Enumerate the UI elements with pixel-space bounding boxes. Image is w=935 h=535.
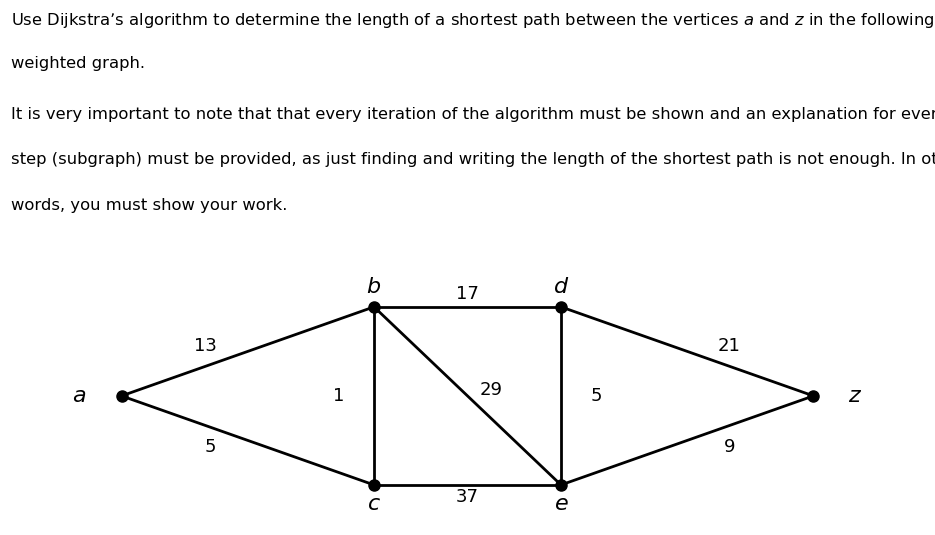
Text: $e$: $e$ xyxy=(554,493,568,515)
Text: weighted graph.: weighted graph. xyxy=(11,56,145,71)
Text: $a$: $a$ xyxy=(72,385,87,407)
Text: step (subgraph) must be provided, as just finding and writing the length of the : step (subgraph) must be provided, as jus… xyxy=(11,152,935,167)
Text: words, you must show your work.: words, you must show your work. xyxy=(11,198,288,213)
Text: Use Dijkstra’s algorithm to determine the length of a shortest path between the : Use Dijkstra’s algorithm to determine th… xyxy=(11,11,935,30)
Text: 5: 5 xyxy=(205,438,216,456)
Text: 21: 21 xyxy=(718,337,741,355)
Text: 17: 17 xyxy=(456,285,479,303)
Text: $c$: $c$ xyxy=(367,493,381,515)
Text: $d$: $d$ xyxy=(553,277,569,299)
Text: $z$: $z$ xyxy=(848,385,863,407)
Text: 29: 29 xyxy=(480,381,502,399)
Text: 1: 1 xyxy=(333,387,344,405)
Text: $b$: $b$ xyxy=(367,277,381,299)
Text: 37: 37 xyxy=(456,488,479,507)
Text: 13: 13 xyxy=(194,337,217,355)
Text: 5: 5 xyxy=(591,387,602,405)
Text: It is very important to note that that every iteration of the algorithm must be : It is very important to note that that e… xyxy=(11,107,935,122)
Text: 9: 9 xyxy=(724,438,735,456)
